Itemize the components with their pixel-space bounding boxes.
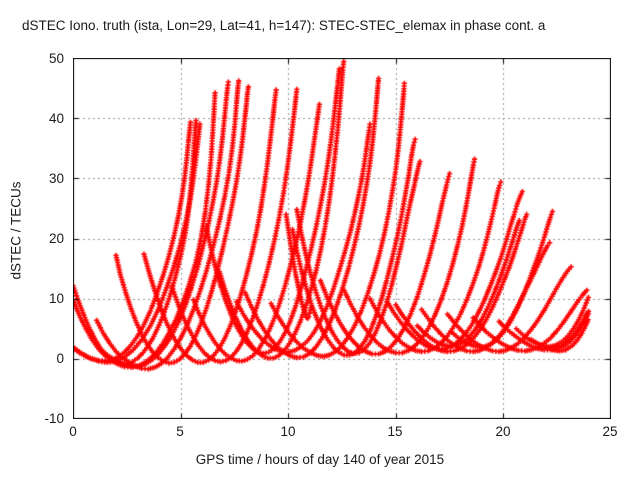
x-axis-label: GPS time / hours of day 140 of year 2015 — [195, 452, 445, 467]
xtick-label-5: 5 — [176, 424, 184, 439]
ytick-label-40: 40 — [48, 111, 64, 126]
xtick-label-25: 25 — [602, 424, 618, 439]
ytick-label-50: 50 — [48, 51, 64, 66]
plot-area — [73, 58, 611, 419]
ytick-label-30: 30 — [48, 171, 64, 186]
ytick-label-20: 20 — [48, 231, 64, 246]
ytick-label-minus-10: -10 — [44, 411, 64, 426]
xtick-label-10: 10 — [280, 424, 296, 439]
xtick-label-15: 15 — [387, 424, 403, 439]
y-axis-label: dSTEC / TECUs — [8, 181, 24, 280]
ytick-label-10: 10 — [48, 291, 64, 306]
xtick-label-20: 20 — [495, 424, 511, 439]
ytick-label-0: 0 — [56, 351, 64, 366]
chart-title: dSTEC Iono. truth (ista, Lon=29, Lat=41,… — [22, 18, 546, 33]
xtick-label-0: 0 — [69, 424, 77, 439]
